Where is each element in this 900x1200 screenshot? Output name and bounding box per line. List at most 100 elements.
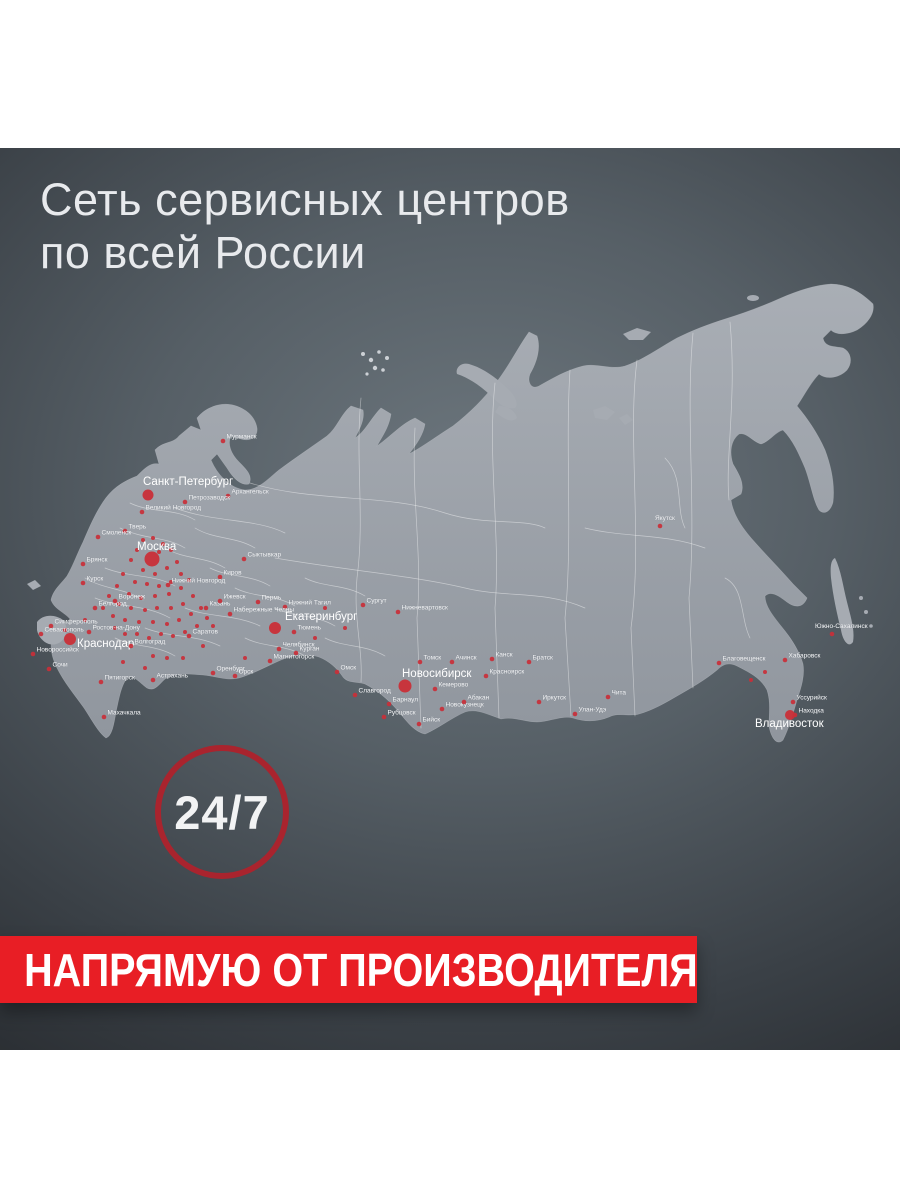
service-center-dot — [167, 592, 171, 596]
city-dot — [98, 679, 104, 685]
city-label: Оренбург — [217, 665, 246, 673]
city-label: Симферополь — [55, 619, 99, 626]
service-center-dot — [165, 566, 169, 570]
service-center-dot — [189, 612, 193, 616]
city-label: Улан-Удэ — [579, 707, 607, 714]
city-label: Южно-Сахалинск — [815, 623, 868, 630]
city-label: Нижний Новгород — [172, 577, 226, 585]
city-label: Ачинск — [456, 655, 477, 662]
city-label: Благовещенск — [723, 656, 766, 663]
city-label: Уссурийск — [797, 694, 827, 702]
city-dot — [95, 534, 101, 540]
service-center-dot — [123, 632, 127, 636]
city-label: Орск — [239, 669, 254, 676]
service-center-dot — [181, 602, 185, 606]
city-label: Тюмень — [298, 625, 322, 632]
city-dot — [150, 677, 156, 683]
service-center-dot — [121, 660, 125, 664]
city-dot — [716, 660, 722, 666]
service-center-dot — [211, 624, 215, 628]
city-dot — [217, 598, 223, 604]
city-dot — [790, 699, 796, 705]
city-label: Курган — [300, 646, 320, 653]
wrangel-island — [747, 295, 759, 301]
city-label: Канск — [496, 652, 513, 659]
city-dot — [241, 556, 247, 562]
city-label: Владивосток — [755, 718, 825, 730]
title-line-1: Сеть сервисных центров — [40, 174, 570, 225]
city-label: Севастополь — [45, 627, 85, 634]
new-siberian-island — [623, 328, 651, 340]
city-dot — [792, 712, 798, 718]
city-dot — [101, 714, 107, 720]
city-dot — [269, 622, 281, 634]
city-dot — [92, 605, 98, 611]
city-dot — [128, 643, 134, 649]
city-dot — [46, 666, 52, 672]
city-label: Казань — [210, 601, 232, 608]
service-center-dot — [169, 548, 173, 552]
service-center-dot — [141, 568, 145, 572]
city-dot — [38, 631, 44, 637]
city-label: Астрахань — [157, 673, 189, 680]
city-dot — [203, 605, 209, 611]
service-center-dot — [243, 656, 247, 660]
city-dot — [186, 633, 192, 639]
manufacturer-banner: НАПРЯМУЮ ОТ ПРОИЗВОДИТЕЛЯ — [0, 936, 698, 1003]
city-dot — [165, 582, 171, 588]
service-center-dot — [137, 620, 141, 624]
city-dot — [142, 489, 154, 501]
city-dot — [782, 657, 788, 663]
service-center-dot — [127, 592, 131, 596]
sakhalin-island — [830, 558, 854, 645]
city-label: Пятигорск — [105, 675, 136, 682]
cities-layer: Санкт-Петербург Москва Екатеринбург Новосиб… — [30, 433, 868, 730]
service-center-dot — [183, 630, 187, 634]
city-label: Набережные Челны — [234, 606, 295, 614]
city-label: Новосибирск — [402, 668, 472, 680]
kuril-island — [864, 610, 868, 614]
city-dot — [334, 669, 340, 675]
city-dot — [461, 699, 467, 705]
city-label: Махачкала — [108, 710, 142, 717]
city-dot — [395, 609, 401, 615]
city-label: Омск — [341, 665, 357, 672]
city-label: Нижний Тагил — [289, 599, 332, 607]
city-label: Пермь — [262, 595, 282, 602]
city-label: Нижневартовск — [402, 605, 448, 612]
page-title: Сеть сервисных центров по всей России — [40, 174, 570, 279]
city-label: Курск — [87, 576, 104, 583]
city-label: Новороссийск — [37, 646, 80, 654]
city-dot — [360, 602, 366, 608]
city-dot — [225, 493, 231, 499]
kaliningrad-shape — [27, 580, 41, 590]
city-label: Хабаровск — [789, 652, 821, 660]
city-label: Брянск — [87, 557, 108, 564]
service-center-dot — [107, 594, 111, 598]
service-center-dot — [165, 656, 169, 660]
city-dot — [526, 659, 532, 665]
city-label: Кемерово — [439, 682, 469, 689]
city-dot — [536, 699, 542, 705]
city-dot — [144, 551, 160, 567]
city-label: Абакан — [468, 694, 490, 702]
city-dot — [449, 659, 455, 665]
service-center-dot — [749, 678, 753, 682]
city-label: Иркутск — [543, 695, 567, 702]
service-center-dot — [343, 626, 347, 630]
city-dot — [182, 499, 188, 505]
service-center-dot — [121, 572, 125, 576]
service-center-dot — [181, 656, 185, 660]
city-label: Сургут — [367, 598, 387, 605]
service-center-dot — [135, 632, 139, 636]
city-label: Ростов-на-Дону — [93, 625, 141, 632]
city-label: Саратов — [193, 629, 219, 636]
city-label: Магнитогорск — [274, 654, 315, 661]
service-center-dot — [143, 608, 147, 612]
russia-map: Санкт-Петербург Москва Екатеринбург Новосиб… — [27, 283, 874, 743]
city-label: Якутск — [655, 515, 675, 522]
service-center-dot — [153, 572, 157, 576]
manufacturer-banner-label: НАПРЯМУЮ ОТ ПРОИЗВОДИТЕЛЯ — [24, 943, 698, 996]
city-label: Петрозаводск — [189, 495, 231, 502]
